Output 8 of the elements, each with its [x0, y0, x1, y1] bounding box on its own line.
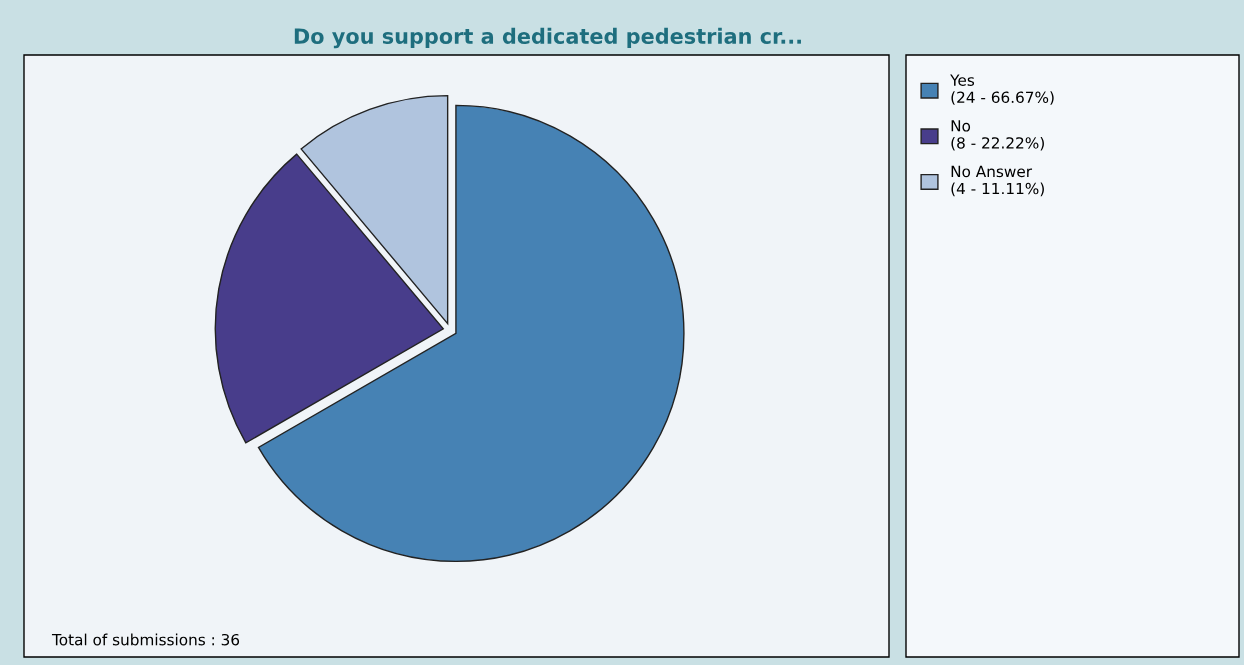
data-label: (4 - 11.11%) [951, 182, 1044, 197]
legend-label: No Answer [951, 165, 1033, 178]
data-label: (8 - 22.22%) [951, 136, 1044, 151]
text: Total of submissions : 36 [51, 633, 240, 646]
legend-label: No [951, 120, 971, 132]
chart-title: Do you support a dedicated pedestrian cr... [294, 27, 801, 49]
data-label: (24 - 66.67%) [951, 91, 1054, 105]
legend-label: Yes [950, 74, 975, 86]
